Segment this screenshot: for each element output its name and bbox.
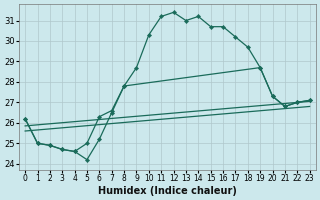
- X-axis label: Humidex (Indice chaleur): Humidex (Indice chaleur): [98, 186, 237, 196]
